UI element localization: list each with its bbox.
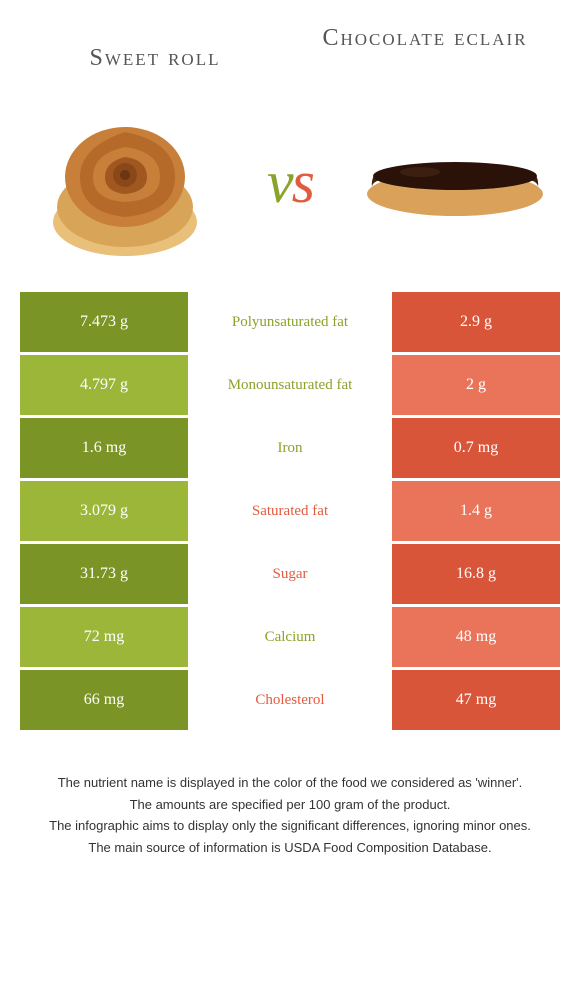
nutrient-right-value: 1.4 g <box>392 481 560 544</box>
nutrient-left-value: 3.079 g <box>20 481 188 544</box>
images-row: vs <box>0 82 580 292</box>
nutrient-right-value: 0.7 mg <box>392 418 560 481</box>
nutrient-row: 4.797 gMonounsaturated fat2 g <box>20 355 560 418</box>
nutrient-right-value: 48 mg <box>392 607 560 670</box>
title-left: Sweet roll <box>20 25 290 72</box>
nutrient-label: Polyunsaturated fat <box>188 292 392 355</box>
nutrient-row: 31.73 gSugar16.8 g <box>20 544 560 607</box>
sweet-roll-image <box>25 92 225 272</box>
nutrient-label: Calcium <box>188 607 392 670</box>
nutrient-right-value: 16.8 g <box>392 544 560 607</box>
nutrient-right-value: 2.9 g <box>392 292 560 355</box>
nutrient-left-value: 7.473 g <box>20 292 188 355</box>
nutrient-right-value: 2 g <box>392 355 560 418</box>
vs-text: vs <box>267 148 313 217</box>
nutrient-left-value: 31.73 g <box>20 544 188 607</box>
vs-s: s <box>292 149 313 215</box>
nutrient-left-value: 66 mg <box>20 670 188 733</box>
eclair-image <box>355 92 555 272</box>
nutrient-right-value: 47 mg <box>392 670 560 733</box>
title-right: Chocolate eclair <box>290 25 560 52</box>
footer-line-3: The infographic aims to display only the… <box>20 816 560 836</box>
nutrient-left-value: 4.797 g <box>20 355 188 418</box>
header: Sweet roll Chocolate eclair <box>0 0 580 82</box>
nutrient-label: Monounsaturated fat <box>188 355 392 418</box>
nutrient-label: Saturated fat <box>188 481 392 544</box>
nutrient-left-value: 1.6 mg <box>20 418 188 481</box>
nutrient-row: 1.6 mgIron0.7 mg <box>20 418 560 481</box>
footer-line-1: The nutrient name is displayed in the co… <box>20 773 560 793</box>
nutrient-label: Sugar <box>188 544 392 607</box>
footer-text: The nutrient name is displayed in the co… <box>0 733 580 879</box>
nutrient-row: 66 mgCholesterol47 mg <box>20 670 560 733</box>
nutrient-left-value: 72 mg <box>20 607 188 670</box>
nutrient-row: 7.473 gPolyunsaturated fat2.9 g <box>20 292 560 355</box>
footer-line-2: The amounts are specified per 100 gram o… <box>20 795 560 815</box>
vs-v: v <box>267 149 292 215</box>
nutrient-row: 72 mgCalcium48 mg <box>20 607 560 670</box>
nutrient-table: 7.473 gPolyunsaturated fat2.9 g4.797 gMo… <box>20 292 560 733</box>
nutrient-label: Iron <box>188 418 392 481</box>
nutrient-label: Cholesterol <box>188 670 392 733</box>
nutrient-row: 3.079 gSaturated fat1.4 g <box>20 481 560 544</box>
footer-line-4: The main source of information is USDA F… <box>20 838 560 858</box>
